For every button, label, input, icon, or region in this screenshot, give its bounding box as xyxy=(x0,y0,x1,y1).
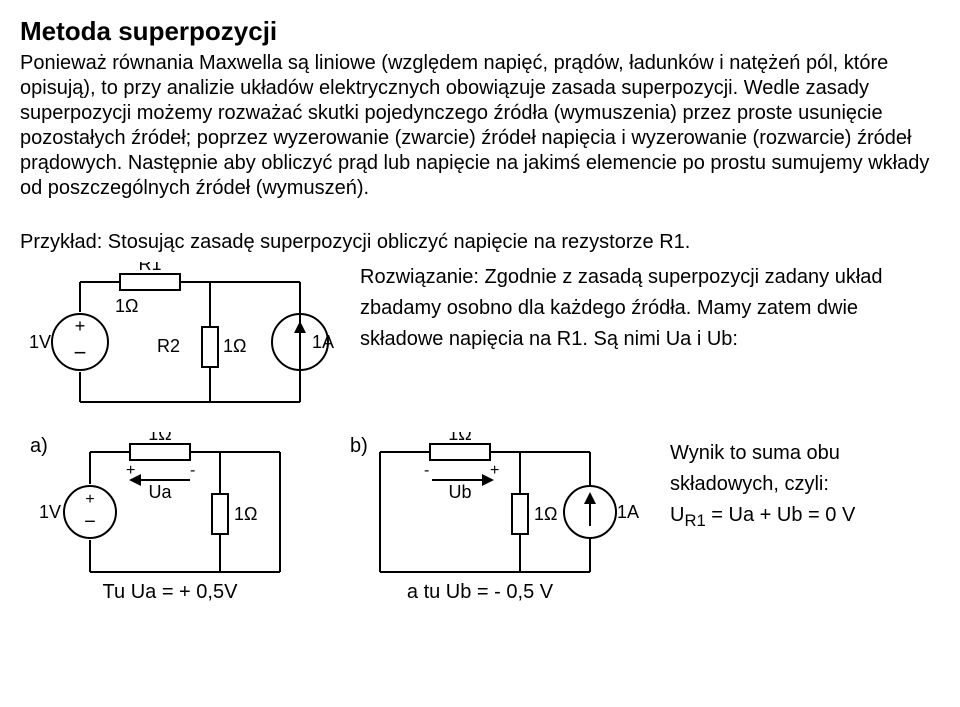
a-ua: Ua xyxy=(148,482,172,502)
result-eq: UR1 = Ua + Ub = 0 V xyxy=(670,500,890,534)
main-row: + − R1 1Ω R2 1Ω 1V 1A Rozwiązanie: Zgodn… xyxy=(20,262,940,422)
svg-text:+: + xyxy=(75,316,86,336)
a-caption: Tu Ua = + 0,5V xyxy=(103,581,239,602)
result-block: Wynik to suma obu składowych, czyli: UR1… xyxy=(670,438,890,534)
circuit-b: b) 1Ω - + Ub 1Ω 1A a tu Ub = - 0,5 V xyxy=(340,432,650,602)
a-plus: + xyxy=(126,462,135,479)
b-bot-r: 1Ω xyxy=(534,504,557,524)
b-caption: a tu Ub = - 0,5 V xyxy=(407,581,554,602)
b-ub: Ub xyxy=(448,482,471,502)
panel-b: b) xyxy=(350,435,368,457)
page-title: Metoda superpozycji xyxy=(20,16,940,47)
i-label: 1A xyxy=(312,332,334,352)
sub-row: + − a) 1Ω + - Ua 1Ω 1V Tu Ua = + 0,5V xyxy=(20,432,940,602)
body-paragraph: Ponieważ równania Maxwella są liniowe (w… xyxy=(20,51,940,201)
a-minus: - xyxy=(190,462,195,479)
example-label: Przykład: Stosując zasadę superpozycji o… xyxy=(20,231,940,254)
circuit-a-wrap: + − a) 1Ω + - Ua 1Ω 1V Tu Ua = + 0,5V xyxy=(20,432,320,602)
circuit-b-wrap: b) 1Ω - + Ub 1Ω 1A a tu Ub = - 0,5 V xyxy=(340,432,650,602)
r1-label: R1 xyxy=(138,262,161,274)
r2-label: R2 xyxy=(157,336,180,356)
circuit-main: + − R1 1Ω R2 1Ω 1V 1A xyxy=(20,262,340,422)
b-minus: - xyxy=(424,462,429,479)
svg-text:+: + xyxy=(85,491,94,508)
a-vlabel: 1V xyxy=(39,502,61,522)
solution-text: Rozwiązanie: Zgodnie z zasadą superpozyc… xyxy=(360,262,940,355)
v-label: 1V xyxy=(29,332,51,352)
svg-text:−: − xyxy=(84,511,96,533)
svg-text:−: − xyxy=(74,340,87,365)
result-text: Wynik to suma obu składowych, czyli: xyxy=(670,438,890,500)
b-plus: + xyxy=(490,462,499,479)
r2-val: 1Ω xyxy=(223,336,246,356)
r1-val: 1Ω xyxy=(115,296,138,316)
a-top-r: 1Ω xyxy=(148,432,171,444)
panel-a: a) xyxy=(30,435,48,457)
b-ilabel: 1A xyxy=(617,502,639,522)
circuit-a: + − a) 1Ω + - Ua 1Ω 1V Tu Ua = + 0,5V xyxy=(20,432,320,602)
a-bot-r: 1Ω xyxy=(234,504,257,524)
b-top-r: 1Ω xyxy=(448,432,471,444)
